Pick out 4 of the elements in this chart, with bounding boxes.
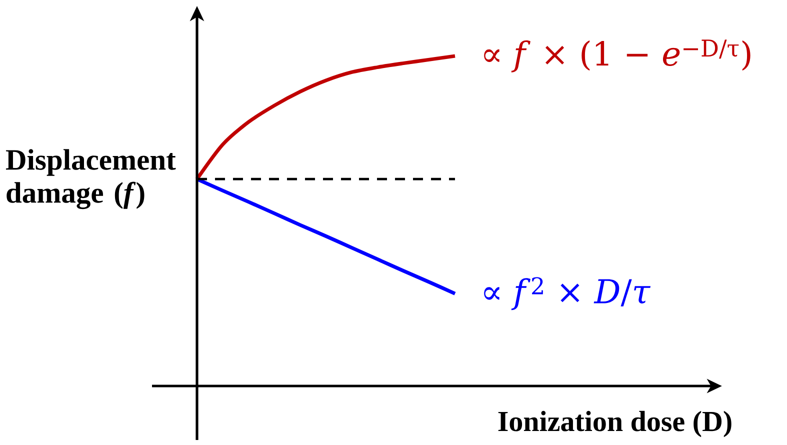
series-label: ∝ f × (1 − e$^{−D/τ}$) bbox=[484, 40, 750, 72]
series-label: ∝ f$^{2}$ × D/τ bbox=[484, 277, 651, 310]
x-axis-title: Ionization dose (D) bbox=[498, 410, 732, 438]
ref-line-label: Displacement damage (f) bbox=[6, 149, 176, 210]
